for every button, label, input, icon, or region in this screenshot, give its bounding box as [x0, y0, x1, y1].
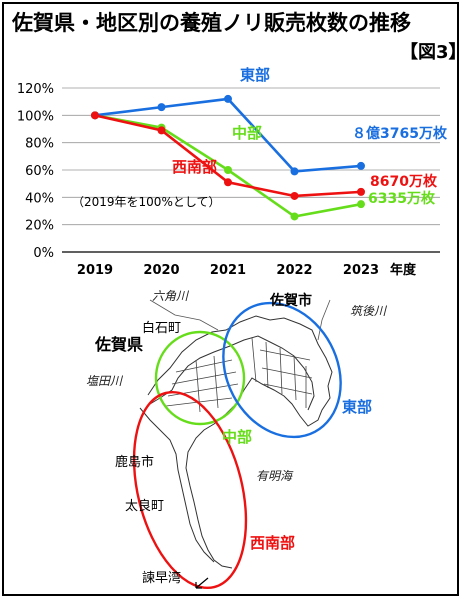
y-tick-label: 20% — [25, 219, 54, 234]
label-saga-prefecture: 佐賀県 — [94, 335, 143, 354]
data-point — [290, 212, 299, 221]
series-end-label: 6335万枚 — [368, 190, 436, 207]
label-shiroishi: 白石町 — [142, 320, 181, 336]
data-point — [157, 103, 166, 112]
line-chart: 0% 20% 40% 60% 80% 100% 120% 2019 2020 2021 2022 20… — [17, 66, 448, 278]
label-region-east: 東部 — [342, 398, 372, 416]
series-end-label: ８億3765万枚 — [352, 125, 448, 142]
x-axis-unit: 年度 — [390, 262, 417, 278]
data-point — [157, 126, 166, 135]
data-point — [357, 161, 365, 170]
region-east-ellipse — [222, 301, 342, 439]
coastline-inner — [149, 335, 315, 411]
label-isahaya-bay: 諫早湾 — [142, 570, 181, 586]
river-rokkaku — [149, 299, 219, 331]
west-coast — [139, 407, 215, 563]
x-tick-label: 2020 — [143, 263, 179, 278]
region-southwest-ellipse — [132, 390, 248, 590]
x-tick-label: 2021 — [210, 263, 246, 278]
series-line-東部 — [94, 97, 362, 173]
data-point — [290, 167, 299, 176]
data-point — [91, 111, 99, 120]
data-point — [290, 191, 299, 200]
data-point — [224, 94, 232, 103]
label-tara: 太良町 — [125, 498, 164, 514]
data-point — [357, 200, 365, 209]
figure-title: 佐賀県・地区別の養殖ノリ販売枚数の推移 — [11, 11, 411, 35]
label-saga-city: 佐賀市 — [269, 292, 312, 309]
y-tick-label: 120% — [17, 82, 54, 97]
data-point — [357, 187, 365, 196]
arrow-icon — [195, 577, 209, 589]
label-chikugo-river: 筑後川 — [350, 304, 388, 318]
y-tick-label: 40% — [25, 191, 54, 206]
label-ariake-sea: 有明海 — [256, 469, 294, 483]
coastline — [147, 315, 333, 569]
figure-label: 【図3】 — [400, 42, 463, 63]
label-region-southwest: 西南部 — [250, 534, 295, 552]
chart-note: （2019年を100%として） — [72, 195, 221, 209]
data-point — [224, 178, 232, 187]
river-chikugo — [317, 299, 331, 341]
map: 六角川 佐賀市 筑後川 白石町 佐賀県 塩田川 鹿島市 太良町 有明海 諫早湾 … — [86, 289, 388, 590]
label-rokkaku-river: 六角川 — [152, 289, 190, 303]
y-tick-label: 100% — [17, 109, 54, 124]
series-label: 東部 — [240, 66, 270, 84]
y-tick-label: 0% — [33, 246, 54, 261]
x-tick-label: 2022 — [276, 263, 312, 278]
label-region-middle: 中部 — [222, 428, 252, 446]
series-label: 西南部 — [172, 158, 217, 176]
series-end-label: 8670万枚 — [370, 173, 438, 190]
x-tick-label: 2019 — [77, 263, 113, 278]
x-tick-label: 2023 — [343, 263, 379, 278]
label-shiota-river: 塩田川 — [86, 374, 124, 388]
data-point — [224, 166, 232, 174]
y-tick-label: 60% — [25, 164, 54, 179]
y-tick-label: 80% — [25, 137, 54, 152]
series-label: 中部 — [232, 124, 262, 142]
label-kashima: 鹿島市 — [115, 454, 154, 470]
figure-frame — [2, 2, 459, 596]
region-middle-ellipse — [154, 330, 246, 426]
